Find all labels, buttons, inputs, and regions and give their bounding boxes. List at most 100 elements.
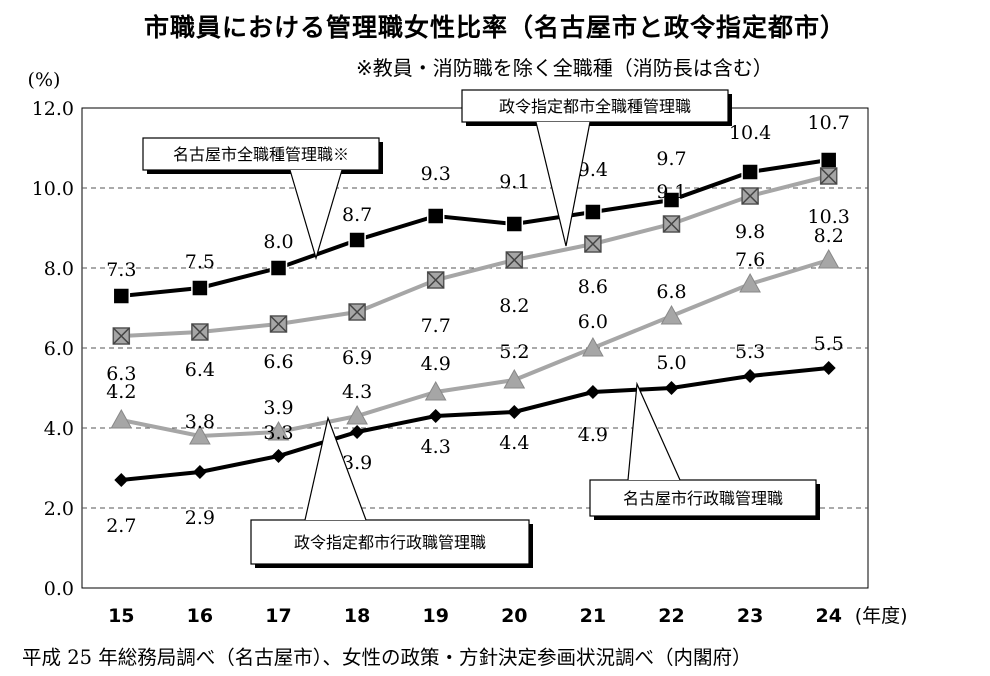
y-tick-label: 8.0 [44, 258, 74, 280]
data-point-s2-23-cross [741, 187, 759, 205]
data-point-s1-17 [269, 259, 288, 277]
data-point-s2-17-cross [269, 315, 288, 333]
data-point-s2-21 [584, 235, 602, 253]
data-point-s4-21 [585, 385, 600, 399]
data-point-s1-21 [584, 203, 602, 221]
data-label-s1-17: 8.0 [263, 231, 293, 253]
data-point-s2-23 [741, 187, 759, 205]
data-point-s3-23 [739, 272, 761, 293]
data-label-s4-23: 5.3 [735, 341, 765, 363]
y-tick-label: 0.0 [44, 578, 74, 600]
data-label-s4-17: 3.3 [263, 422, 293, 444]
data-label-s1-19: 9.3 [421, 163, 451, 185]
data-label-s2-22: 9.1 [656, 181, 686, 203]
data-point-s4-24 [821, 361, 836, 375]
data-point-s2-18-cross [348, 303, 366, 321]
callout-label: 名古屋市全職種管理職※ [173, 145, 349, 164]
callout-pointer [289, 169, 343, 261]
data-label-s2-20: 8.2 [499, 295, 529, 317]
source-note: 平成 25 年総務局調べ（名古屋市）、女性の政策・方針決定参画状況調べ（内閣府） [22, 646, 752, 669]
callout-box [461, 89, 729, 123]
data-point-s3-19 [424, 380, 447, 401]
x-tick-label: 21 [580, 605, 606, 627]
x-tick-label: 20 [501, 605, 527, 627]
data-label-s4-20: 4.4 [499, 432, 529, 454]
data-label-s4-18: 3.9 [342, 452, 372, 474]
x-tick-label: 17 [265, 605, 291, 627]
data-point-s2-22 [662, 215, 681, 233]
data-point-s4-17 [271, 449, 286, 463]
y-axis-unit: (%) [28, 69, 61, 91]
data-point-s2-16-cross [191, 323, 209, 341]
data-label-s1-23: 10.4 [729, 122, 771, 144]
series-line-3 [120, 258, 830, 439]
data-label-s2-24: 10.3 [808, 206, 850, 228]
callout-2: 政令指定都市全職種管理職 [461, 89, 732, 247]
data-point-s4-23 [743, 369, 758, 383]
data-label-s3-16: 3.8 [185, 411, 215, 433]
data-label-s4-16: 2.9 [185, 507, 215, 529]
data-point-s1-23 [741, 163, 759, 181]
callout-pointer [304, 415, 367, 521]
x-tick-label: 16 [187, 605, 213, 627]
data-label-s3-22: 6.8 [656, 281, 686, 303]
chart-subtitle: ※教員・消防職を除く全職種（消防長は含む） [356, 56, 773, 80]
data-label-s1-16: 7.5 [185, 251, 215, 273]
y-tick-label: 6.0 [44, 338, 74, 360]
data-point-s3-17 [267, 420, 290, 441]
data-label-s2-23: 9.8 [735, 221, 765, 243]
data-point-s3-22 [660, 304, 683, 325]
x-tick-label: 24 [815, 605, 841, 627]
data-label-s1-20: 9.1 [499, 171, 529, 193]
series-line-1 [121, 158, 830, 298]
data-label-s2-19: 7.7 [421, 315, 451, 337]
data-point-s2-17 [269, 315, 288, 333]
x-tick-label: 15 [108, 605, 134, 627]
data-point-s2-24-cross [820, 167, 838, 185]
data-label-s2-16: 6.4 [185, 359, 215, 381]
y-tick-label: 12.0 [32, 98, 74, 120]
data-point-s1-20 [505, 215, 524, 233]
callout-3: 名古屋市行政職管理職 [589, 381, 820, 520]
data-point-s2-24 [819, 167, 838, 185]
data-point-s2-19 [426, 271, 445, 289]
data-point-s3-18 [346, 404, 368, 425]
data-label-s3-24: 8.2 [814, 225, 844, 247]
x-axis-unit: (年度) [855, 605, 908, 627]
chart-title: 市職員における管理職女性比率（名古屋市と政令指定都市） [143, 13, 846, 42]
data-point-s2-20 [505, 251, 524, 269]
data-label-s1-21: 9.4 [578, 159, 608, 181]
data-point-s2-15 [112, 327, 131, 345]
data-point-s4-19 [428, 409, 443, 423]
data-point-s3-15 [110, 408, 133, 429]
callout-pointer-fill [290, 170, 342, 258]
data-point-s4-16 [192, 465, 207, 479]
data-point-s4-20 [507, 405, 522, 419]
line-chart: 0.0 2.0 4.0 6.0 8.0 10.0 12.0 (%) 15 16 17 18 19 20 21… [28, 69, 908, 627]
data-point-s1-15 [112, 287, 131, 305]
data-label-s2-15: 6.3 [106, 363, 136, 385]
series-line-4 [121, 366, 829, 482]
data-label-s1-22: 9.7 [656, 148, 686, 170]
data-label-s3-20: 5.2 [499, 341, 529, 363]
data-point-s4-15 [114, 473, 129, 487]
data-point-s1-16 [191, 279, 209, 297]
data-point-s2-16 [191, 323, 209, 341]
data-label-s2-21: 8.6 [578, 276, 608, 298]
callout-4: 政令指定都市行政職管理職 [250, 415, 533, 568]
data-point-s1-24 [819, 151, 838, 169]
data-label-s4-15: 2.7 [106, 515, 136, 537]
data-point-s2-20-cross [505, 251, 523, 269]
callout-pointer [535, 121, 591, 247]
callout-box [142, 137, 380, 171]
x-tick-label: 18 [344, 605, 370, 627]
data-label-s3-18: 4.3 [342, 381, 372, 403]
y-tick-label: 10.0 [32, 178, 74, 200]
data-label-s1-15: 7.3 [106, 259, 136, 281]
callout-pointer-fill [536, 122, 590, 246]
data-label-s4-24: 5.5 [814, 333, 844, 355]
data-label-s4-22: 5.0 [656, 352, 686, 374]
x-tick-label: 23 [737, 605, 763, 627]
data-label-s3-21: 6.0 [578, 311, 608, 333]
series-line-2 [121, 174, 830, 338]
